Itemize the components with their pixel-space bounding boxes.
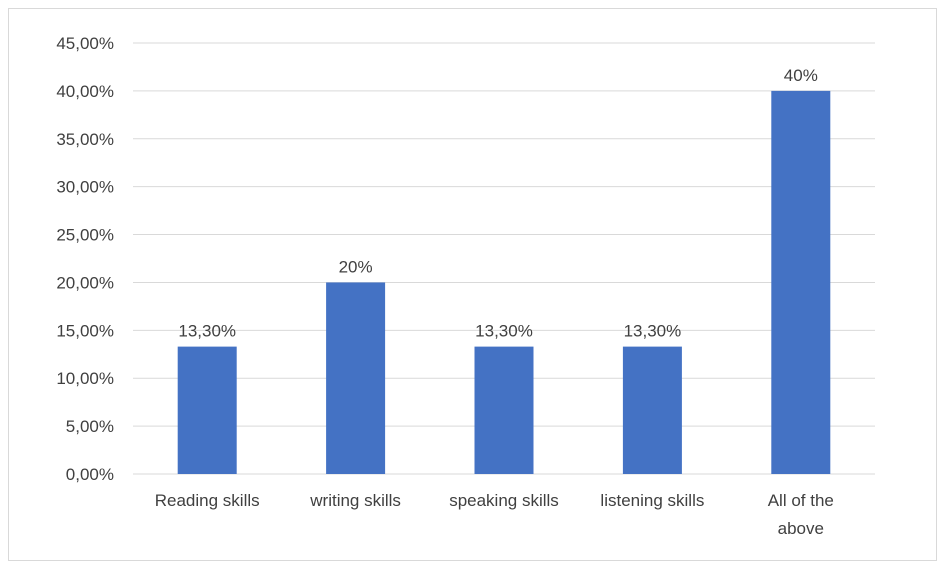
data-label: 13,30% [178, 322, 236, 341]
y-tick-label: 40,00% [56, 82, 114, 101]
bar [622, 346, 682, 474]
y-tick-label: 5,00% [66, 417, 114, 436]
y-tick-label: 10,00% [56, 369, 114, 388]
data-label: 40% [784, 66, 818, 85]
data-label: 13,30% [624, 322, 682, 341]
data-label: 13,30% [475, 322, 533, 341]
data-label: 20% [339, 257, 373, 276]
bar [771, 90, 831, 474]
y-tick-label: 45,00% [56, 34, 114, 53]
x-category-label: speaking skills [449, 491, 559, 510]
bar [474, 346, 534, 474]
y-tick-label: 25,00% [56, 226, 114, 245]
x-category-label: All of the [768, 491, 834, 510]
y-tick-label: 20,00% [56, 273, 114, 292]
x-category-label: writing skills [309, 491, 401, 510]
x-category-label: above [778, 519, 824, 538]
x-category-label: listening skills [600, 491, 704, 510]
bar [177, 346, 237, 474]
y-tick-label: 35,00% [56, 130, 114, 149]
x-category-label: Reading skills [155, 491, 260, 510]
y-tick-label: 30,00% [56, 178, 114, 197]
y-tick-label: 15,00% [56, 321, 114, 340]
y-tick-label: 0,00% [66, 465, 114, 484]
bar [326, 282, 386, 474]
